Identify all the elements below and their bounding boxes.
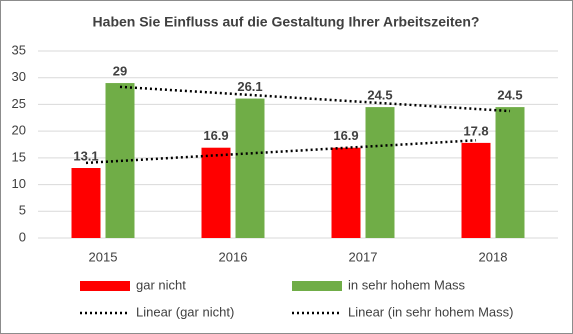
trendline [119,85,511,113]
data-label: 29 [113,63,127,78]
bar [365,107,395,238]
x-tick-label: 2015 [89,249,118,264]
y-tick-label: 15 [12,149,26,164]
y-tick-label: 0 [19,229,26,244]
legend-label: Linear (gar nicht) [136,304,234,319]
y-tick-label: 25 [12,96,26,111]
legend-label: gar nicht [136,277,186,292]
y-tick-label: 30 [12,69,26,84]
y-tick-label: 35 [12,42,26,57]
y-tick-label: 10 [12,176,26,191]
legend-label: Linear (in sehr hohem Mass) [348,304,513,319]
data-label: 16.9 [203,128,228,143]
data-label: 13.1 [73,148,98,163]
bar [495,107,525,238]
data-label: 26.1 [237,79,262,94]
legend-swatch [80,281,130,291]
trendline [85,139,477,165]
legend-label: in sehr hohem Mass [348,277,466,292]
bar [71,168,101,238]
x-tick-label: 2016 [219,249,248,264]
data-label: 16.9 [333,128,358,143]
bar [201,147,231,238]
y-tick-label: 5 [19,203,26,218]
y-tick-label: 20 [12,123,26,138]
data-label: 24.5 [497,88,522,103]
data-label: 17.8 [463,123,488,138]
legend-swatch [292,281,342,291]
bar [235,98,265,239]
x-tick-label: 2017 [349,249,378,264]
bar [105,83,135,238]
bar [461,142,491,238]
chart-title: Haben Sie Einfluss auf die Gestaltung Ih… [93,14,480,30]
x-tick-label: 2018 [479,249,508,264]
data-label: 24.5 [367,88,392,103]
bar [331,147,361,238]
